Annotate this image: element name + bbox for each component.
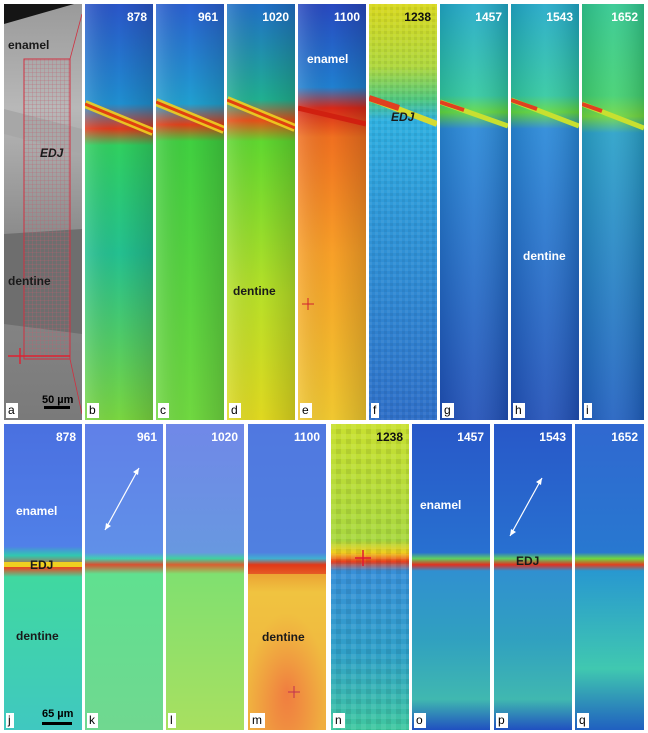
polarization-arrow [104,467,140,531]
panel-letter: f [371,403,380,418]
wavenumber-label: 1100 [333,10,360,24]
panel-letter: h [513,403,525,418]
panel-letter: i [584,403,592,418]
raman-map [369,4,437,420]
panel-letter: e [300,403,312,418]
panel-h-map: 1543 dentine h [511,4,579,420]
label-enamel: enamel [307,52,349,66]
label-enamel: enamel [420,498,462,512]
raman-map [575,424,644,730]
wavenumber-label: 961 [136,430,157,444]
label-enamel: enamel [16,504,58,518]
panel-i-map: 1652 i [582,4,644,420]
raman-map [298,4,366,420]
raman-map [511,4,579,420]
panel-n-map: 1238 n [331,424,409,730]
panel-c-map: 961 c [156,4,224,420]
wavenumber-label: 1020 [262,10,289,24]
panel-b-map: 878 b [85,4,153,420]
label-dentine: dentine [16,629,59,643]
label-enamel: enamel [8,38,50,52]
label-dentine: dentine [233,284,276,298]
panel-q-map: 1652 q [575,424,644,730]
panel-letter: n [333,713,345,728]
polarization-arrow [509,477,543,537]
wavenumber-label: 1543 [539,430,566,444]
label-edj: EDJ [30,558,54,572]
wavenumber-label: 878 [126,10,147,24]
wavenumber-label: 878 [55,430,76,444]
scale-label: 65 µm [42,708,74,720]
panel-j-map: 878 enamel EDJ dentine 65 µm j [4,424,82,730]
label-edj: EDJ [516,554,540,568]
wavenumber-label: 1238 [376,430,403,444]
panel-e-map: 1100 enamel e [298,4,366,420]
panel-letter: d [229,403,241,418]
panel-o-map: 1457 enamel o [412,424,490,730]
raman-map [582,4,644,420]
wavenumber-label: 1100 [293,430,320,444]
panel-g-map: 1457 g [440,4,508,420]
panel-m-map: 1100 dentine m [248,424,326,730]
panel-letter: o [414,713,426,728]
wavenumber-label: 1652 [611,10,638,24]
panel-letter: b [87,403,99,418]
panel-a-micrograph: enamel EDJ dentine 50 µm a [4,4,82,420]
raman-map [412,424,490,730]
wavenumber-label: 1652 [611,430,638,444]
raman-map [331,424,409,730]
label-edj: EDJ [391,110,415,124]
panel-f-map: 1238 EDJ f [369,4,437,420]
scale-bar [42,722,72,725]
raman-map [4,424,82,730]
panel-letter: g [442,403,454,418]
label-dentine: dentine [523,249,566,263]
wavenumber-label: 1543 [546,10,573,24]
raman-map [166,424,244,730]
panel-letter: p [496,713,508,728]
micrograph-image [4,4,82,420]
raman-map [156,4,224,420]
label-dentine: dentine [8,274,51,288]
wavenumber-label: 1457 [457,430,484,444]
panel-letter: k [87,713,98,728]
wavenumber-label: 1457 [475,10,502,24]
scale-label: 50 µm [42,394,74,406]
raman-map [248,424,326,730]
raman-map [85,4,153,420]
panel-letter: a [6,403,18,418]
panel-d-map: 1020 dentine d [227,4,295,420]
panel-letter: c [158,403,169,418]
wavenumber-label: 961 [197,10,218,24]
panel-letter: j [6,713,14,728]
label-edj: EDJ [40,146,64,160]
panel-p-map: 1543 EDJ p [494,424,572,730]
label-dentine: dentine [262,630,305,644]
panel-letter: q [577,713,589,728]
panel-l-map: 1020 l [166,424,244,730]
wavenumber-label: 1238 [404,10,431,24]
panel-k-map: 961 k [85,424,163,730]
scale-bar [44,406,70,409]
raman-map [85,424,163,730]
raman-map [440,4,508,420]
panel-letter: l [168,713,176,728]
raman-map [227,4,295,420]
panel-letter: m [250,713,265,728]
raman-map [494,424,572,730]
wavenumber-label: 1020 [211,430,238,444]
